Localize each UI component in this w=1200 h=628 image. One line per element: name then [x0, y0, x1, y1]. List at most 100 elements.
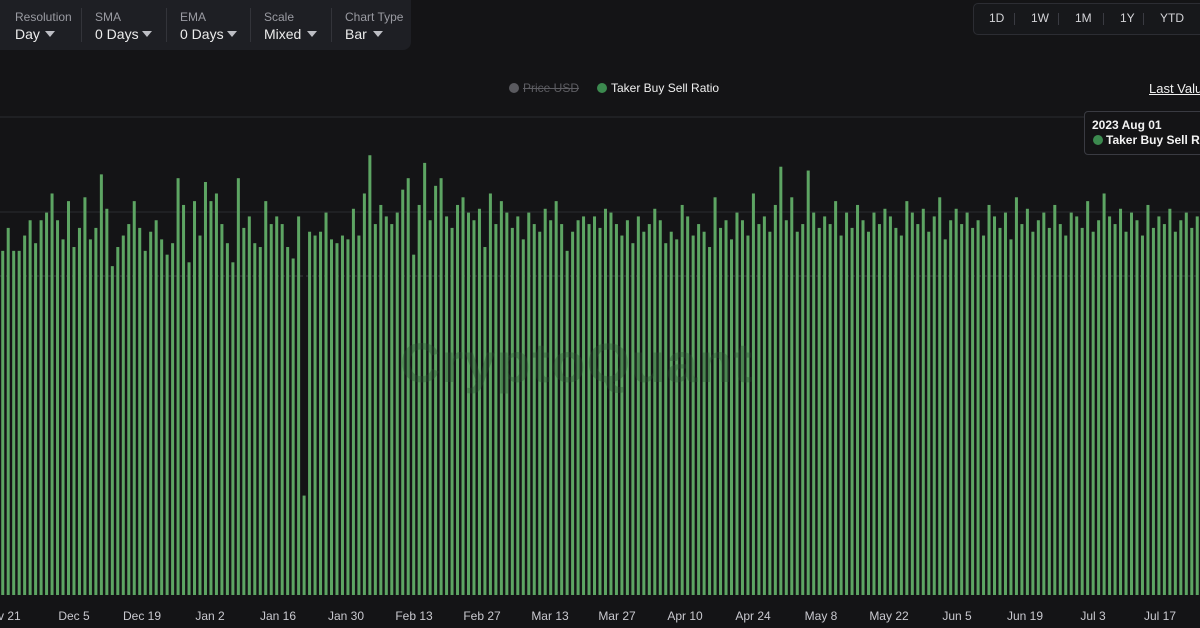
bar [61, 239, 65, 595]
x-tick-label: Jan 2 [195, 609, 225, 623]
range-button-1m[interactable]: 1M [1075, 11, 1092, 25]
range-button-ytd[interactable]: YTD [1160, 11, 1184, 25]
range-button-1d[interactable]: 1D [989, 11, 1005, 25]
bar [1179, 220, 1183, 595]
bar [1157, 216, 1161, 596]
bar [214, 193, 218, 596]
bar [762, 216, 766, 596]
bar [609, 212, 613, 595]
bar [83, 197, 87, 596]
bar [675, 239, 679, 595]
bar [6, 227, 10, 595]
bar [1047, 227, 1051, 595]
bar [286, 247, 290, 595]
bar [335, 243, 339, 595]
bar [488, 193, 492, 596]
chevron-down-icon [142, 31, 152, 37]
bar [346, 239, 350, 595]
x-tick-label: May 8 [805, 609, 838, 623]
bar [801, 224, 805, 595]
bar [110, 266, 114, 595]
bar [538, 231, 542, 595]
bar [445, 216, 449, 596]
sma-select[interactable]: SMA 0 Days [95, 0, 160, 50]
bar [812, 212, 816, 595]
bar [28, 220, 32, 595]
sma-label: SMA [95, 10, 122, 24]
bar [1031, 231, 1035, 595]
bar [1058, 224, 1062, 595]
bar [560, 224, 564, 595]
bar [932, 216, 936, 596]
ema-select[interactable]: EMA 0 Days [180, 0, 245, 50]
bar [1097, 220, 1101, 595]
bar [730, 239, 734, 595]
bar [242, 227, 246, 595]
bar [308, 231, 312, 595]
bar [1080, 227, 1084, 595]
x-tick-label: Jul 3 [1080, 609, 1106, 623]
bar [373, 224, 377, 595]
bar [324, 212, 328, 595]
bar [943, 239, 947, 595]
bar [1102, 193, 1106, 596]
bar [620, 235, 624, 596]
tooltip-date: 2023 Aug 01 [1092, 118, 1162, 132]
bar [938, 197, 942, 596]
bar [138, 227, 142, 595]
x-tick-label: Feb 13 [395, 609, 433, 623]
x-tick-label: May 22 [869, 609, 909, 623]
resolution-select[interactable]: Resolution Day [15, 0, 85, 50]
chevron-down-icon [373, 31, 383, 37]
bar [1146, 204, 1150, 595]
bar [751, 193, 755, 596]
ema-label: EMA [180, 10, 207, 24]
bar [401, 189, 405, 595]
bar [554, 201, 558, 595]
bar [614, 224, 618, 595]
bar [160, 239, 164, 595]
bar [209, 201, 213, 595]
bar [439, 178, 443, 595]
ema-value: 0 Days [180, 26, 224, 42]
bar [631, 243, 635, 595]
bar [861, 220, 865, 595]
bar [1003, 212, 1007, 595]
bar [680, 204, 684, 595]
chart-controls: Resolution Day SMA 0 Days EMA 0 Days Sca… [0, 0, 411, 50]
chart-type-label: Chart Type [345, 10, 404, 24]
bar [34, 243, 38, 595]
bar [647, 224, 651, 595]
bar [817, 227, 821, 595]
last-value-link[interactable]: Last Valu [1149, 81, 1200, 96]
bar [456, 204, 460, 595]
bar [269, 224, 273, 595]
scale-select[interactable]: Scale Mixed [264, 0, 329, 50]
x-tick-label: Jan 16 [260, 609, 296, 623]
bar [1064, 235, 1068, 596]
bar [1130, 212, 1134, 595]
bar [779, 166, 783, 595]
legend-dot-icon [597, 83, 607, 93]
bar [1069, 212, 1073, 595]
bar [127, 224, 131, 595]
chart-type-select[interactable]: Chart Type Bar [345, 0, 405, 50]
bar [198, 235, 202, 596]
bar [636, 216, 640, 596]
bar [258, 247, 262, 595]
bar [784, 220, 788, 595]
bar [708, 247, 712, 595]
bar [916, 224, 920, 595]
bar [516, 216, 520, 596]
bar [319, 231, 323, 595]
range-button-1y[interactable]: 1Y [1120, 11, 1135, 25]
bar [576, 220, 580, 595]
bar [823, 216, 827, 596]
bar [587, 224, 591, 595]
resolution-value: Day [15, 26, 40, 42]
range-button-1w[interactable]: 1W [1031, 11, 1049, 25]
bar [494, 224, 498, 595]
chart-type-value: Bar [345, 26, 367, 42]
bar [582, 216, 586, 596]
bar [116, 247, 120, 595]
